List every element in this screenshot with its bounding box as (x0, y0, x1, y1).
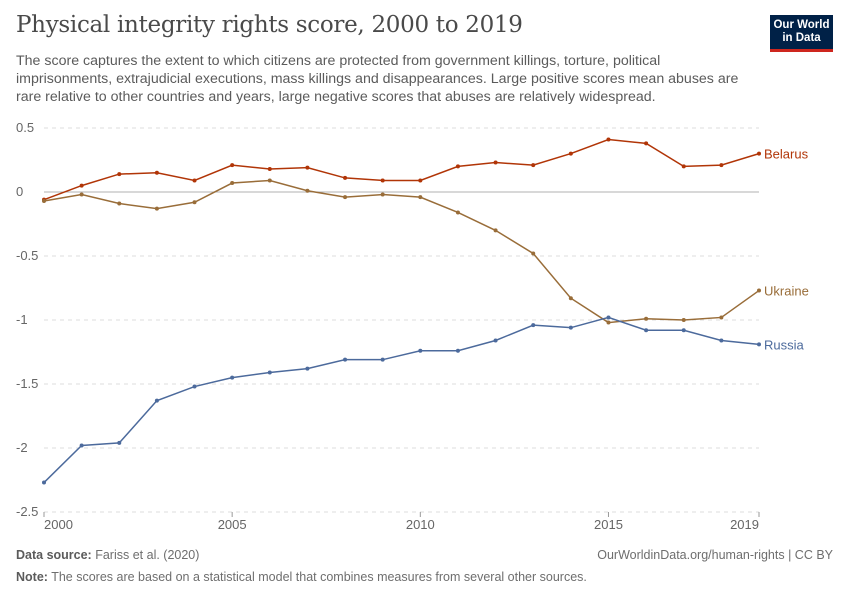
data-point (606, 315, 611, 320)
data-point (267, 166, 272, 171)
series-line-belarus (43, 138, 760, 201)
data-point (455, 348, 460, 353)
data-point (117, 201, 122, 206)
data-point (644, 316, 649, 321)
source-text[interactable]: Fariss et al. (2020) (95, 548, 200, 562)
series-label-belarus: Belarus (764, 147, 809, 162)
data-point (757, 342, 761, 347)
data-point (681, 318, 686, 322)
chart-subtitle: The score captures the extent to which c… (16, 53, 739, 105)
data-point (493, 228, 498, 233)
data-point (493, 338, 498, 343)
data-point (42, 480, 46, 485)
note-label: Note: (16, 570, 48, 584)
data-point (719, 315, 724, 320)
series-label-russia: Russia (764, 337, 805, 352)
data-point (192, 384, 197, 389)
data-point (42, 198, 46, 203)
data-point (305, 165, 310, 170)
data-point (79, 443, 84, 448)
series-label-ukraine: Ukraine (764, 284, 809, 299)
data-point (343, 357, 348, 362)
x-tick-label: 2019 (730, 517, 759, 532)
data-point (305, 366, 310, 371)
y-tick-label: -1.5 (16, 376, 38, 391)
y-tick-label: -2 (16, 440, 28, 455)
data-point (455, 164, 460, 169)
data-point (267, 370, 272, 375)
data-point (568, 151, 573, 156)
data-point (681, 328, 686, 333)
data-point (493, 160, 498, 165)
x-tick-label: 2010 (406, 517, 435, 532)
data-point (79, 192, 84, 197)
data-point (343, 175, 348, 180)
data-point (757, 151, 761, 156)
data-point (531, 163, 536, 168)
x-tick-label: 2005 (218, 517, 247, 532)
series-line-russia (43, 316, 760, 484)
data-point (230, 181, 235, 186)
data-point (568, 296, 573, 301)
y-tick-label: -2.5 (16, 504, 38, 519)
data-point (719, 163, 724, 168)
data-point (117, 440, 122, 445)
data-point (757, 288, 761, 293)
data-point (681, 164, 686, 169)
data-point (380, 178, 385, 183)
y-tick-label: -1 (16, 312, 28, 327)
data-point (380, 192, 385, 197)
owid-logo[interactable]: Our World in Data (770, 15, 833, 52)
data-source: Data source: Fariss et al. (2020) (16, 548, 199, 562)
data-point (230, 375, 235, 380)
chart-title: Physical integrity rights score, 2000 to… (16, 12, 523, 38)
series-line-ukraine (43, 179, 760, 324)
data-point (568, 325, 573, 330)
y-tick-label: -0.5 (16, 248, 38, 263)
data-point (192, 200, 197, 205)
data-point (267, 178, 272, 183)
note: Note: The scores are based on a statisti… (16, 570, 587, 584)
data-point (154, 206, 159, 211)
data-point (531, 323, 536, 328)
y-tick-label: 0.5 (16, 120, 34, 135)
x-tick-label: 2015 (594, 517, 623, 532)
data-point (154, 170, 159, 175)
data-point (192, 178, 197, 183)
data-point (418, 195, 423, 200)
data-point (606, 320, 611, 325)
data-point (531, 251, 536, 256)
data-point (117, 172, 122, 177)
x-tick-label: 2000 (44, 517, 73, 532)
data-point (644, 141, 649, 146)
data-point (455, 210, 460, 215)
data-point (79, 183, 84, 188)
data-point (418, 178, 423, 183)
data-point (719, 338, 724, 343)
data-point (606, 137, 611, 142)
data-point (418, 348, 423, 353)
data-point (230, 163, 235, 168)
data-point (644, 328, 649, 333)
data-point (380, 357, 385, 362)
y-tick-label: 0 (16, 184, 23, 199)
source-label: Data source: (16, 548, 92, 562)
data-point (305, 188, 310, 193)
source-url[interactable]: OurWorldinData.org/human-rights | CC BY (597, 548, 833, 562)
note-text: The scores are based on a statistical mo… (51, 570, 587, 584)
data-point (154, 398, 159, 403)
data-point (343, 195, 348, 200)
